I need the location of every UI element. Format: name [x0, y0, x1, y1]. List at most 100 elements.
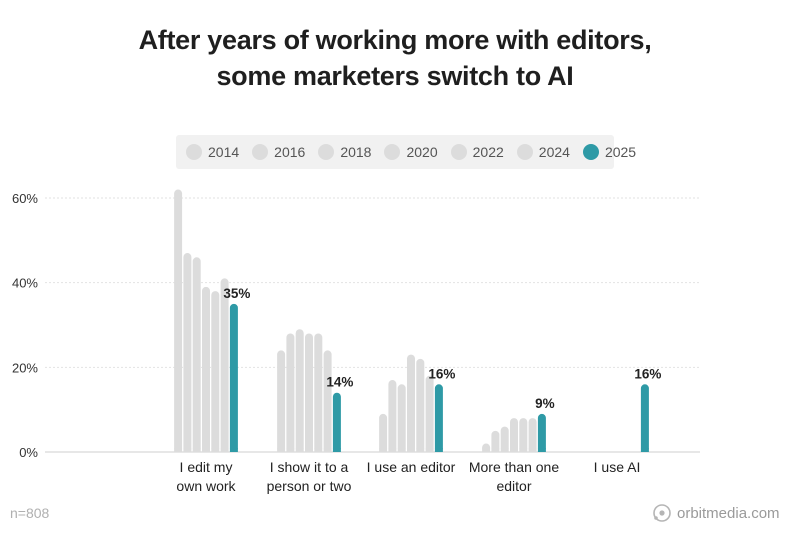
bar-2019-1	[314, 333, 323, 452]
bar-2020-3	[528, 418, 537, 452]
bar-2014-1	[277, 350, 286, 452]
y-tick-label: 0%	[19, 445, 38, 460]
bar-base	[183, 448, 192, 452]
bar-2025-1	[332, 392, 341, 452]
legend-label: 2024	[538, 144, 570, 160]
y-tick-label: 40%	[12, 276, 38, 291]
bar-base	[510, 448, 518, 452]
data-label: 16%	[634, 366, 661, 381]
chart-title: After years of working more with editors…	[0, 22, 790, 94]
bar-2025-0	[229, 303, 238, 452]
bar-base	[482, 448, 491, 452]
legend-item-2025: 2025	[582, 144, 636, 160]
bar-2020-1	[323, 350, 332, 452]
bar-base	[323, 448, 332, 452]
data-label: 16%	[428, 366, 455, 381]
bar-base	[416, 448, 425, 452]
x-tick-label: own work	[176, 478, 236, 494]
legend-label: 2018	[340, 144, 372, 160]
x-tick-label: More than one	[469, 459, 559, 475]
bar-2025-2	[434, 384, 443, 452]
legend-item-2016: 2016	[252, 144, 305, 160]
bar-base	[220, 448, 229, 452]
sample-size-note: n=808	[10, 505, 50, 521]
legend-swatch	[186, 144, 202, 160]
legend-item-2020: 2020	[384, 144, 438, 160]
orbit-logo-icon	[653, 504, 671, 522]
bar-2016-3	[491, 430, 500, 452]
x-tick-label: I use an editor	[367, 459, 456, 475]
bar-base	[537, 448, 546, 452]
bar-2016-0	[183, 253, 192, 452]
bar-base	[640, 448, 649, 452]
bar-base	[491, 448, 500, 452]
bar-base	[202, 448, 210, 452]
legend-swatch	[516, 144, 533, 160]
legend-item-2014: 2014	[186, 144, 239, 160]
bar-2016-2	[388, 380, 397, 452]
bar-base	[174, 448, 183, 452]
x-tick-label: I edit my	[180, 459, 233, 475]
bar-base	[305, 448, 313, 452]
bar-2018-1	[305, 333, 313, 452]
legend-label: 2022	[472, 144, 504, 160]
bar-2017-1	[295, 329, 304, 452]
bar-2016-1	[286, 333, 295, 452]
x-tick-label: editor	[496, 478, 531, 494]
brand-watermark: orbitmedia.com	[652, 503, 780, 523]
bar-base	[295, 448, 304, 452]
bar-2017-3	[500, 426, 509, 452]
y-tick-label: 20%	[12, 360, 38, 375]
bar-base	[211, 448, 220, 452]
legend-swatch	[384, 144, 401, 160]
bar-2018-2	[407, 354, 415, 452]
data-label: 35%	[223, 286, 250, 301]
bar-2018-3	[510, 418, 518, 452]
x-tick-label: I show it to a	[270, 459, 349, 475]
bar-2020-2	[425, 375, 434, 452]
bar-base	[500, 448, 509, 452]
x-tick-label: person or two	[267, 478, 352, 494]
bar-base	[388, 448, 397, 452]
chart-legend: 2014 2016 2018 2020 2022 2024 2025	[176, 135, 636, 169]
chart-title-line-2: some marketers switch to AI	[216, 61, 574, 91]
legend-label: 2020	[406, 144, 438, 160]
legend-swatch	[318, 144, 335, 160]
bar-base	[314, 448, 323, 452]
bar-base	[434, 448, 443, 452]
chart-title-line-1: After years of working more with editors…	[138, 25, 652, 55]
bar-2025-3	[537, 413, 546, 452]
bar-base	[528, 448, 537, 452]
bar-2019-0	[211, 291, 220, 452]
y-tick-label: 60%	[12, 191, 38, 206]
bar-base	[379, 448, 388, 452]
data-label: 14%	[326, 375, 353, 390]
bar-2020-0	[220, 278, 229, 452]
bar-base	[286, 448, 295, 452]
legend-label: 2016	[274, 144, 306, 160]
bar-base	[192, 448, 201, 452]
brand-name: orbitmedia.com	[677, 504, 780, 522]
data-label: 9%	[535, 396, 555, 411]
bar-2017-2	[397, 384, 406, 452]
bar-base	[425, 448, 434, 452]
legend-item-2018: 2018	[318, 144, 371, 160]
legend-item-2024: 2024	[516, 144, 570, 160]
bar-2017-0	[192, 257, 201, 452]
bar-2018-0	[202, 286, 210, 452]
bar-2019-2	[416, 358, 425, 452]
bar-2025-4	[640, 384, 649, 452]
bar-2014-0	[174, 189, 183, 453]
bar-base	[397, 448, 406, 452]
x-tick-label: I use AI	[594, 459, 641, 475]
bar-base	[407, 448, 415, 452]
bar-base	[519, 448, 528, 452]
bar-2014-2	[379, 413, 388, 452]
legend-swatch	[450, 144, 467, 160]
legend-swatch	[252, 144, 269, 160]
bar-base	[277, 448, 286, 452]
legend-swatch	[582, 144, 599, 160]
legend-label: 2014	[208, 144, 240, 160]
bar-2019-3	[519, 418, 528, 452]
